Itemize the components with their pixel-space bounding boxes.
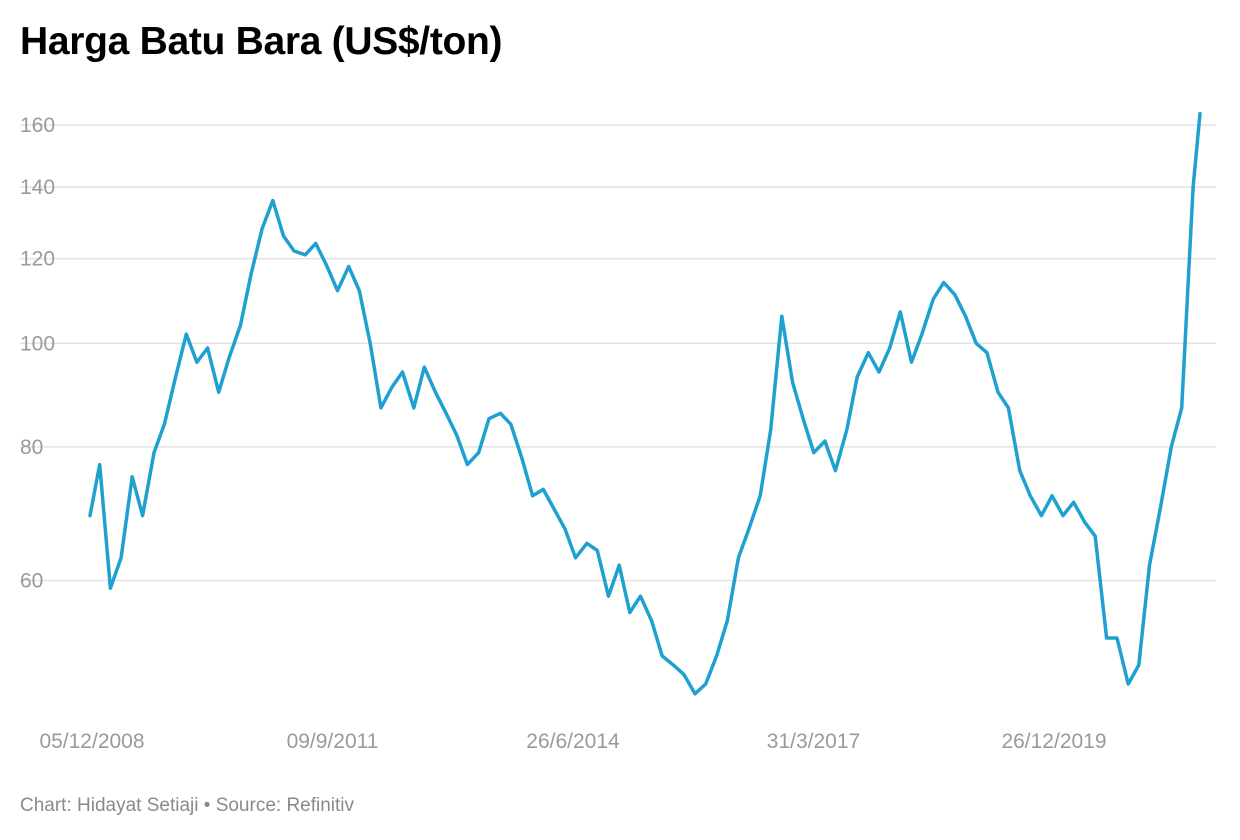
x-tick-label: 26/6/2014 bbox=[526, 730, 620, 753]
y-tick-label: 60 bbox=[20, 569, 43, 592]
gridlines bbox=[20, 124, 1216, 582]
chart-footer: Chart: Hidayat Setiaji • Source: Refinit… bbox=[20, 795, 354, 817]
x-tick-label: 31/3/2017 bbox=[767, 730, 860, 753]
y-axis-tick-labels: 60 80 100 120 140 160 bbox=[20, 114, 55, 592]
series-group bbox=[88, 111, 1202, 696]
y-tick-label: 80 bbox=[20, 436, 43, 459]
y-tick-label: 140 bbox=[20, 176, 55, 199]
chart-source: Source: Refinitiv bbox=[215, 795, 355, 816]
series-line bbox=[88, 111, 1202, 696]
x-tick-label: 05/12/2008 bbox=[39, 730, 144, 753]
y-tick-label: 100 bbox=[20, 332, 55, 355]
x-tick-label: 26/12/2019 bbox=[1001, 730, 1106, 753]
x-tick-label: 09/9/2011 bbox=[287, 730, 379, 753]
y-tick-label: 160 bbox=[20, 114, 55, 137]
y-tick-label: 120 bbox=[20, 248, 55, 271]
chart-credit: Chart: Hidayat Setiaji bbox=[20, 795, 199, 816]
footer-separator: • bbox=[198, 795, 216, 816]
chart-title: Harga Batu Bara (US$/ton) bbox=[20, 20, 503, 63]
x-axis-tick-labels: 05/12/2008 09/9/2011 26/6/2014 31/3/2017 26/… bbox=[39, 730, 1106, 753]
